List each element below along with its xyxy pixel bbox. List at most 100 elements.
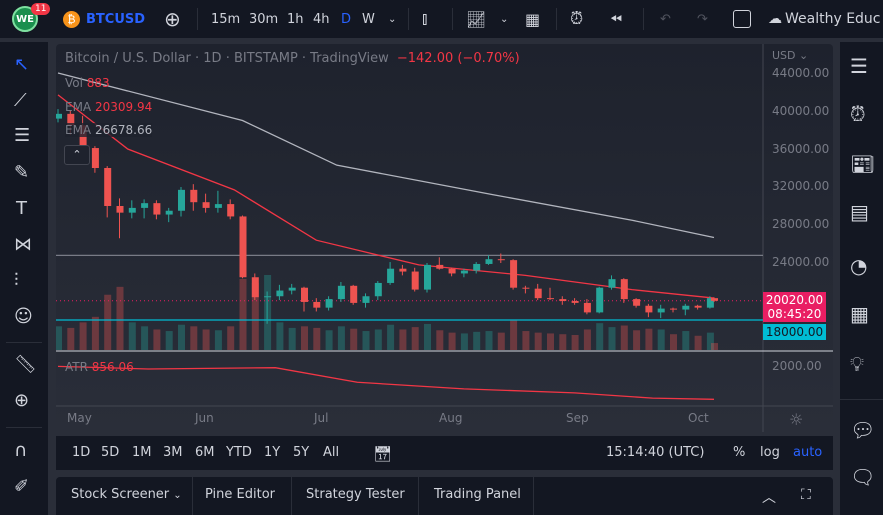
interval-15m[interactable]: 15m [211, 11, 241, 27]
volume-bar [510, 320, 518, 350]
currency-dropdown[interactable]: USD ⌄ [772, 49, 809, 62]
candle-body [571, 301, 579, 303]
candle-body [633, 299, 641, 306]
volume-bar [79, 322, 87, 350]
volume-bar [657, 329, 665, 350]
candle-body [374, 282, 382, 297]
brush-icon[interactable]: ✎ [14, 162, 30, 183]
tab-pine-editor[interactable]: Pine Editor [205, 487, 276, 502]
range-ytd[interactable]: YTD [226, 445, 252, 460]
fib-icon[interactable]: ☰ [14, 125, 31, 146]
time-axis-label: Aug [439, 411, 463, 425]
text-icon[interactable]: T [16, 198, 27, 219]
undo-icon[interactable]: ↶ [660, 11, 671, 27]
symbol-search[interactable]: ₿ BTCUSD [63, 0, 145, 38]
chat-icon[interactable]: 💬︎ [850, 418, 876, 442]
utc-clock[interactable]: 15:14:40 (UTC) [606, 445, 705, 460]
range-5y[interactable]: 5Y [293, 445, 310, 460]
emoji-icon[interactable]: ☺ [14, 306, 33, 327]
candle-body [264, 296, 272, 298]
time-axis-label: May [67, 411, 92, 425]
auto-toggle[interactable]: auto [793, 445, 823, 460]
layout-name: Wealthy Educ [785, 11, 881, 27]
prediction-icon[interactable]: ⫶ [14, 270, 19, 291]
zoom-icon[interactable]: ⊕ [14, 390, 30, 411]
range-5d[interactable]: 5D [101, 445, 120, 460]
range-1d[interactable]: 1D [72, 445, 91, 460]
chevron-down-icon[interactable]: ⌄ [388, 13, 397, 25]
volume-bar [141, 326, 149, 350]
range-6m[interactable]: 6M [195, 445, 215, 460]
candle-body [313, 301, 321, 308]
logo[interactable]: WE 11 [12, 0, 51, 38]
interval-d[interactable]: D [341, 11, 352, 27]
range-1m[interactable]: 1M [132, 445, 152, 460]
alert-icon[interactable]: ⏰︎ [570, 9, 584, 29]
candles-icon[interactable]: ⫾ [422, 9, 428, 29]
calendar-icon[interactable]: ▦ [850, 302, 869, 326]
ideas-stream-icon[interactable]: ▤ [850, 200, 869, 224]
ruler-icon[interactable]: 📏︎ [14, 354, 37, 375]
percent-toggle[interactable]: % [733, 445, 746, 460]
drawing-toolbar: ↖ ⟋ ☰ ✎ T ⋈ ⫶ ☺ 📏︎ ⊕ ∩ ✐ [0, 42, 48, 515]
volume-bar [460, 333, 468, 350]
lock-drawing-icon[interactable]: ✐ [14, 476, 30, 497]
news-icon[interactable]: 📰︎ [850, 152, 876, 176]
interval-4h[interactable]: 4h [313, 11, 330, 27]
atr-value: 856.06 [91, 360, 134, 374]
trend-line-icon[interactable]: ⟋ [14, 90, 27, 111]
volume-bar [633, 330, 641, 350]
replay-icon[interactable]: ⏪︎ [610, 10, 623, 28]
collapse-panel-icon[interactable]: ︿ [762, 490, 776, 506]
watchlist-icon[interactable]: ☰ [850, 54, 868, 78]
collapse-legend-button[interactable]: ⌃ [64, 145, 90, 165]
alarm-clock-icon[interactable]: ⏰︎ [850, 102, 866, 126]
volume-bar [202, 329, 210, 350]
pattern-icon[interactable]: ⋈ [14, 234, 32, 255]
tab-trading-panel[interactable]: Trading Panel [434, 487, 521, 502]
cursor-icon[interactable]: ↖ [14, 54, 30, 75]
tab-strategy-tester[interactable]: Strategy Tester [306, 487, 405, 502]
fullscreen-icon[interactable] [733, 0, 751, 38]
candle-body [583, 302, 591, 313]
magnet-icon[interactable]: ∩ [14, 440, 28, 461]
hotlist-icon[interactable]: ◔ [850, 254, 868, 278]
volume-bar [56, 326, 62, 350]
interval-1h[interactable]: 1h [287, 11, 304, 27]
volume-bar [178, 324, 185, 350]
range-all[interactable]: All [323, 445, 340, 460]
interval-w[interactable]: W [362, 11, 375, 27]
time-axis-label: Jul [314, 411, 329, 425]
volume-bar [239, 278, 247, 350]
maximize-panel-icon[interactable]: ⛶ [801, 487, 811, 503]
chart-area[interactable]: Bitcoin / U.S. Dollar · 1D · BITSTAMP · … [56, 44, 833, 432]
add-symbol-icon[interactable]: ⊕ [164, 7, 181, 31]
lightbulb-icon[interactable]: 💡︎ [850, 352, 864, 376]
save-layout-button[interactable]: ☁ Wealthy Educ [768, 0, 881, 38]
settings-gear-icon[interactable]: ☼ [789, 410, 804, 429]
chevron-down-icon[interactable]: ⌄ [500, 13, 509, 25]
date-range-calendar-icon[interactable]: 📅︎ [373, 445, 393, 463]
volume-bar [190, 326, 198, 350]
ema-slow-value: 26678.66 [94, 123, 153, 137]
range-3m[interactable]: 3M [163, 445, 183, 460]
price-axis-tick: 24000.00 [772, 255, 830, 269]
messages-icon[interactable]: 🗨︎ [850, 465, 876, 489]
volume-bar [682, 331, 690, 350]
price-change: −142.00 (−0.70%) [396, 51, 520, 66]
log-toggle[interactable]: log [760, 445, 780, 460]
candle-body [547, 298, 554, 300]
chart-canvas[interactable] [56, 44, 833, 432]
redo-icon[interactable]: ↷ [697, 11, 708, 27]
volume-bar [448, 332, 456, 350]
hline-price-label: 18000.00 [763, 324, 826, 340]
interval-30m[interactable]: 30m [249, 11, 279, 27]
indicators-icon[interactable]: 📈︎ [466, 9, 487, 29]
range-1y[interactable]: 1Y [264, 445, 281, 460]
layout-icon[interactable]: ▦ [525, 9, 541, 29]
volume-bar [91, 316, 99, 350]
volume-bar [227, 326, 235, 350]
tab-stock-screener[interactable]: Stock Screener ⌄ [71, 487, 182, 502]
volume-bar [116, 286, 124, 350]
price-axis-tick: 36000.00 [772, 141, 830, 156]
